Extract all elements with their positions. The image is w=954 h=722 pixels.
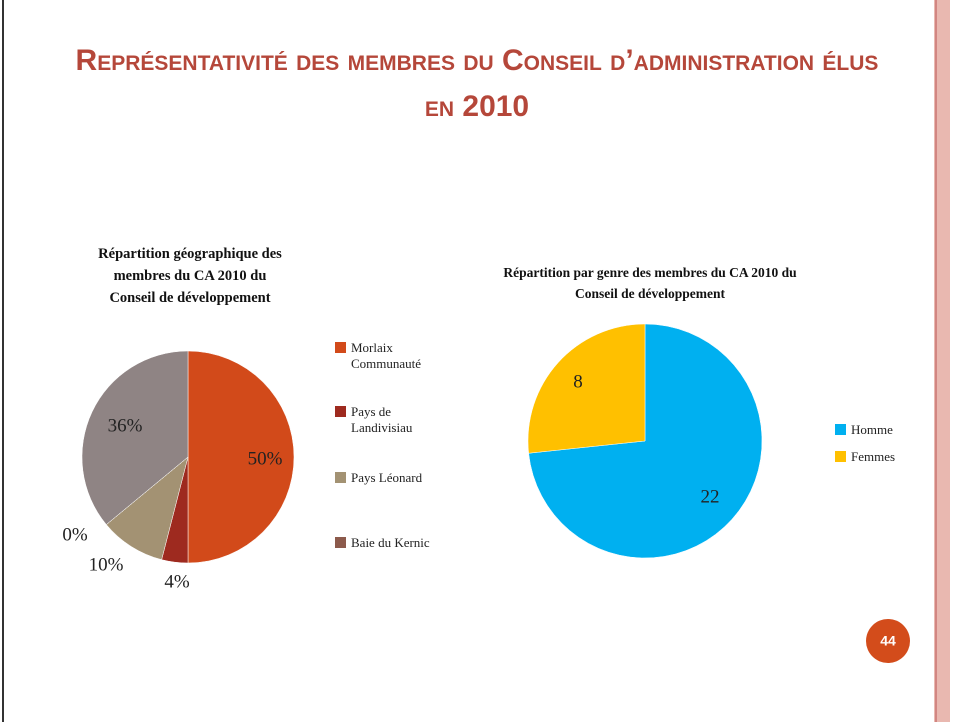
legend-label: Baie du Kernic — [351, 535, 430, 550]
legend-label: Homme — [851, 422, 893, 437]
legend-swatch — [335, 472, 346, 483]
legend-swatch — [835, 451, 846, 462]
legend-swatch — [335, 537, 346, 548]
legend-item: Femmes — [835, 449, 935, 465]
pie-title: Répartition géographique des membres du … — [98, 246, 282, 306]
slice-label: 36% — [108, 415, 143, 436]
legend-item: Homme — [835, 422, 935, 438]
legend-label: Pays Léonard — [351, 470, 423, 485]
legend-item: Baie du Kernic — [335, 535, 430, 551]
legend-swatch — [335, 406, 346, 417]
slice-label: 22 — [701, 486, 720, 507]
slide-title: Représentativité des membres du Conseil … — [75, 44, 879, 123]
pie-slice — [528, 323, 763, 559]
page-badge — [866, 619, 910, 663]
slice-label: 10% — [89, 554, 124, 575]
pie-slice — [527, 323, 646, 454]
legend-label: Pays de Landivisiau — [351, 404, 413, 435]
legend-item: Morlaix Communauté — [335, 340, 430, 372]
legend-swatch — [835, 424, 846, 435]
slice-label: 8 — [573, 371, 583, 392]
slice-label: 4% — [164, 571, 190, 592]
legend-swatch — [335, 342, 346, 353]
page-number: 44 — [880, 633, 896, 649]
legend-label: Femmes — [851, 449, 896, 464]
legend-item: Pays de Landivisiau — [335, 404, 430, 436]
slice-label: 50% — [248, 448, 283, 469]
pie-slice — [81, 350, 189, 525]
slice-label: 0% — [62, 524, 88, 545]
pie-slice — [187, 350, 295, 564]
legend-item: Pays Léonard — [335, 470, 430, 486]
frame-right — [934, 0, 950, 722]
pie-title: Répartition par genre des membres du CA … — [503, 265, 797, 301]
legend-label: Morlaix Communauté — [351, 340, 422, 371]
